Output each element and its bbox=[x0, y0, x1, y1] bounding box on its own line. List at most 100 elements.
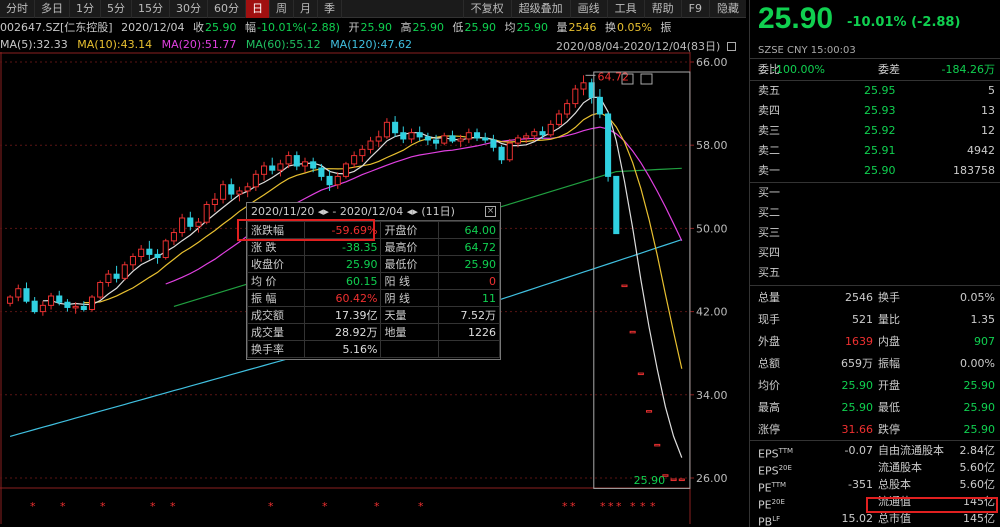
candle-body bbox=[228, 184, 235, 195]
fin-value: -0.07 bbox=[844, 444, 873, 457]
stat-label: 最高 bbox=[758, 401, 780, 414]
close-icon[interactable]: × bbox=[485, 206, 496, 217]
period-tab-1[interactable]: 多日 bbox=[35, 0, 70, 18]
fin-label-sup: TTM bbox=[771, 481, 787, 489]
popup-row: 收盘价 25.90 最低价 25.90 bbox=[246, 255, 501, 273]
ask-label: 卖五 bbox=[758, 84, 780, 97]
fin-label-sup: 20E bbox=[778, 464, 792, 472]
toolbar-tool-3[interactable]: 工具 bbox=[606, 0, 644, 18]
toolbar-tool-2[interactable]: 画线 bbox=[569, 0, 607, 18]
toolbar-tool-5[interactable]: F9 bbox=[680, 0, 709, 18]
candle-body bbox=[15, 288, 22, 298]
fin-label-text: PE bbox=[758, 498, 772, 512]
toolbar-tool-0[interactable]: 不复权 bbox=[462, 0, 511, 18]
fin-label: EPSTTM bbox=[758, 442, 793, 464]
candle-body bbox=[162, 240, 169, 259]
stat-value: 25.90 bbox=[841, 379, 874, 392]
event-marker: * bbox=[608, 500, 614, 513]
ask-volume: 4942 bbox=[967, 144, 995, 157]
stat-row: 外盘 1639 内盘 907 bbox=[750, 332, 1000, 352]
exchange-info: SZSE CNY 15:00:03 bbox=[758, 45, 856, 56]
divider bbox=[750, 440, 1000, 441]
quote-panel: 25.90 -10.01% (-2.88) SZSE CNY 15:00:03 … bbox=[749, 0, 1000, 527]
candle-body bbox=[383, 121, 390, 138]
period-tab-4[interactable]: 15分 bbox=[132, 0, 170, 18]
expand-icon[interactable] bbox=[726, 42, 736, 51]
popup-value: 64.72 bbox=[437, 238, 501, 256]
period-tab-0[interactable]: 分时 bbox=[0, 0, 35, 18]
popup-label bbox=[380, 340, 439, 358]
event-marker: * bbox=[562, 500, 568, 513]
ask-volume: 13 bbox=[981, 104, 995, 117]
popup-label: 振 幅 bbox=[246, 289, 306, 307]
popup-row: 振 幅 60.42% 阴 线 11 bbox=[246, 289, 501, 307]
stat-value: 2546 bbox=[845, 291, 873, 304]
candle-body bbox=[441, 135, 448, 144]
candle-body bbox=[498, 146, 505, 161]
stat-value: 0.00% bbox=[960, 357, 995, 370]
period-tab-9[interactable]: 月 bbox=[294, 0, 318, 18]
open-value: 25.90 bbox=[360, 21, 392, 34]
candle-body bbox=[506, 142, 513, 161]
highlight-box-change bbox=[237, 219, 375, 241]
period-tab-10[interactable]: 季 bbox=[318, 0, 342, 18]
period-tab-5[interactable]: 30分 bbox=[170, 0, 208, 18]
amplitude-label: 振 bbox=[660, 21, 672, 34]
fin-label: PBLF bbox=[758, 510, 780, 527]
popup-label: 阴 线 bbox=[380, 289, 439, 307]
info-line: 002647.SZ[仁东控股] 2020/12/04 收25.90 幅-10.0… bbox=[0, 21, 672, 34]
stat-label: 总量 bbox=[758, 291, 780, 304]
bid-label: 买三 bbox=[758, 226, 780, 239]
stat-value: 31.66 bbox=[841, 423, 874, 436]
period-tab-6[interactable]: 60分 bbox=[208, 0, 246, 18]
ask-price: 25.95 bbox=[864, 84, 896, 97]
fin-value: -351 bbox=[848, 478, 873, 491]
stat-value: 659万 bbox=[841, 357, 873, 370]
candle-body bbox=[269, 165, 276, 171]
candle-body bbox=[572, 88, 579, 105]
popup-label: 换手率 bbox=[246, 340, 306, 358]
low-value: 25.90 bbox=[464, 21, 496, 34]
divider bbox=[750, 182, 1000, 183]
popup-label: 阳 线 bbox=[380, 272, 439, 290]
period-tab-2[interactable]: 1分 bbox=[70, 0, 101, 18]
candle-body bbox=[277, 163, 284, 171]
candle-body bbox=[564, 103, 571, 115]
candle-body bbox=[220, 184, 227, 200]
candle-body bbox=[56, 295, 63, 303]
popup-value: 60.42% bbox=[304, 289, 382, 307]
candle-body bbox=[105, 273, 112, 283]
event-marker: * bbox=[374, 500, 380, 513]
stat-label: 跌停 bbox=[878, 423, 900, 436]
ma20-label: MA(20):51.77 bbox=[161, 38, 237, 51]
fin-label2: 总股本 bbox=[878, 478, 911, 491]
candle-body bbox=[367, 140, 374, 150]
toolbar-tool-1[interactable]: 超级叠加 bbox=[510, 0, 570, 18]
ask-label: 卖一 bbox=[758, 164, 780, 177]
weibi-label: 委比 bbox=[758, 63, 780, 76]
popup-value: 1226 bbox=[437, 323, 501, 341]
period-tab-8[interactable]: 周 bbox=[270, 0, 294, 18]
fin-row: PETTM -351 总股本 5.60亿 bbox=[750, 476, 1000, 495]
candle-body bbox=[531, 131, 538, 137]
candle-body bbox=[482, 137, 489, 141]
popup-value: 17.39亿 bbox=[304, 306, 382, 324]
popup-value: 28.92万 bbox=[304, 323, 382, 341]
popup-value: 25.90 bbox=[437, 255, 501, 273]
stat-label: 量比 bbox=[878, 313, 900, 326]
restore-icon bbox=[621, 73, 634, 85]
popup-row: 换手率 5.16% bbox=[246, 340, 501, 358]
period-tab-7[interactable]: 日 bbox=[246, 0, 270, 18]
candle-body bbox=[7, 296, 14, 304]
toolbar-tool-4[interactable]: 帮助 bbox=[643, 0, 681, 18]
candle-body bbox=[23, 288, 30, 302]
ask-volume: 5 bbox=[988, 84, 995, 97]
candle-body bbox=[465, 132, 472, 140]
candle-body bbox=[170, 232, 177, 242]
event-marker: * bbox=[60, 500, 66, 513]
candle-body bbox=[97, 281, 104, 298]
y-tick-label: 34.00 bbox=[696, 389, 728, 402]
period-tab-3[interactable]: 5分 bbox=[101, 0, 132, 18]
fin-label: PETTM bbox=[758, 476, 786, 498]
toolbar-tool-6[interactable]: 隐藏 bbox=[709, 0, 746, 18]
